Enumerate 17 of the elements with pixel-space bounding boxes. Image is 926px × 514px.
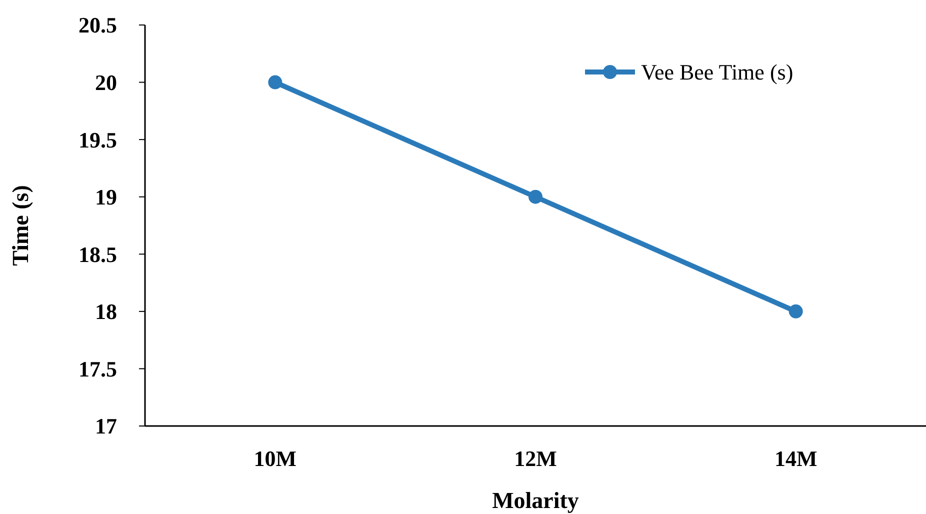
y-tick-label: 19 — [95, 184, 117, 210]
x-tick-label: 10M — [254, 446, 297, 471]
y-tick-label: 17 — [95, 414, 117, 439]
y-axis-title: Time (s) — [8, 185, 33, 266]
point — [788, 304, 803, 318]
y-tick-label: 18 — [95, 299, 117, 324]
legend-label: Vee Bee Time (s) — [641, 60, 794, 85]
x-tick-label: 14M — [774, 446, 818, 471]
y-tick-label: 18.5 — [78, 242, 117, 267]
x-tick-label: 12M — [514, 446, 558, 471]
y-tick-label: 20 — [95, 70, 117, 95]
y-tick-label: 19.5 — [78, 127, 117, 152]
y-tick-label: 20.5 — [78, 12, 117, 38]
y-tick-label: 17.5 — [78, 356, 117, 382]
x-axis-title: Molarity — [492, 488, 580, 513]
point — [268, 75, 282, 90]
point — [528, 190, 542, 204]
